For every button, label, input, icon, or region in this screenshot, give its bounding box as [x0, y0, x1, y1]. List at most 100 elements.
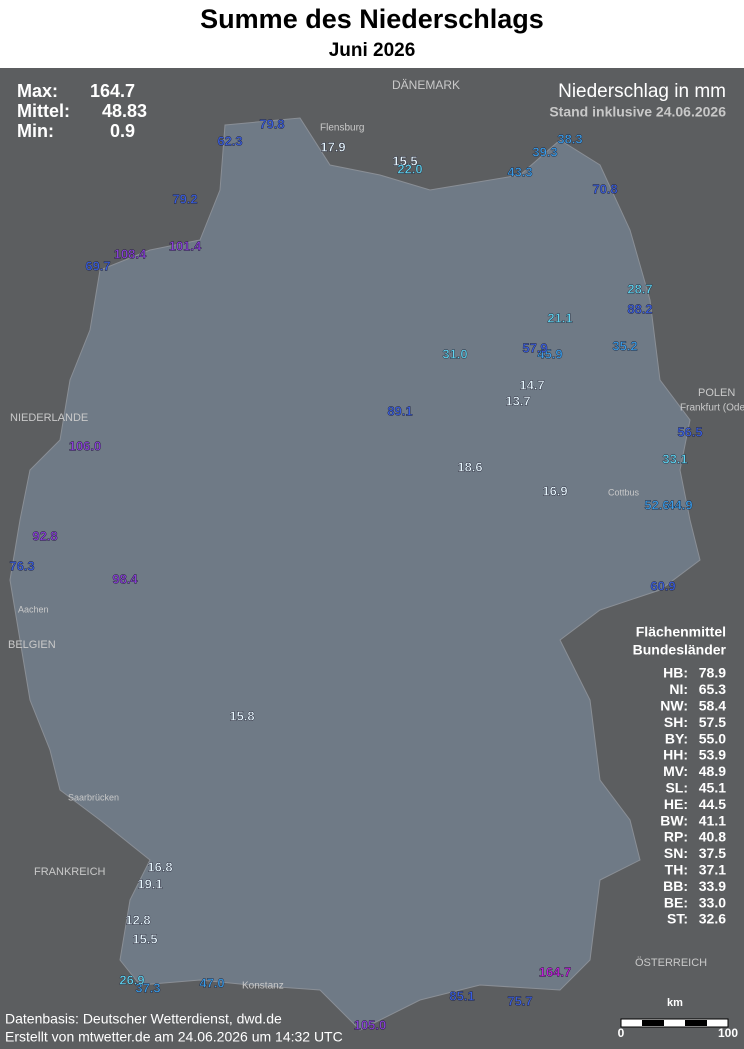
station-value: 52.6: [644, 497, 669, 512]
station-value: 16.9: [542, 483, 567, 498]
station-value: 22.0: [397, 161, 422, 176]
scale-bar-segment: [642, 1020, 664, 1026]
station-value: 89.1: [387, 403, 412, 418]
place-label: Frankfurt (Oder): [680, 403, 744, 414]
state-code: TH:: [665, 862, 688, 878]
station-value: 35.2: [612, 338, 637, 353]
station-value: 18.6: [457, 459, 482, 474]
place-label: Flensburg: [320, 123, 364, 134]
station-value: 15.5: [132, 931, 157, 946]
state-value: 45.1: [699, 780, 726, 796]
station-value: 37.3: [135, 980, 160, 995]
state-code: HH:: [663, 747, 688, 763]
map: Max: 164.7 Mittel: 48.83 Min: 0.9 Nieder…: [0, 68, 744, 1049]
station-value: 17.9: [320, 139, 345, 154]
station-value: 76.3: [9, 558, 34, 573]
state-value: 58.4: [699, 698, 726, 714]
stat-value: 48.83: [102, 101, 147, 121]
created: Erstellt von mtwetter.de am 24.06.2026 u…: [5, 1029, 343, 1045]
scale-unit: km: [667, 997, 683, 1009]
place-label: BELGIEN: [8, 639, 56, 651]
station-value: 26.9: [119, 972, 144, 987]
place-label: Saarbrücken: [68, 792, 119, 802]
scale-bar-frame: [620, 1018, 729, 1028]
state-value: 53.9: [699, 747, 726, 763]
stat-label: Min:: [17, 121, 54, 141]
station-value: 56.5: [677, 424, 702, 439]
state-code: BE:: [664, 894, 688, 910]
state-value: 40.8: [699, 829, 726, 845]
stat-label: Max:: [17, 81, 58, 101]
state-code: BY:: [665, 730, 688, 746]
station-value: 39.3: [532, 144, 557, 159]
station-value: 44.9: [667, 497, 692, 512]
scale-start: 0: [618, 1026, 625, 1040]
place-label: Cottbus: [608, 487, 640, 497]
stat-value: 0.9: [110, 121, 135, 141]
place-label: FRANKREICH: [34, 866, 106, 878]
state-value: 57.5: [699, 714, 726, 730]
station-value: 19.1: [137, 876, 162, 891]
state-value: 65.3: [699, 681, 726, 697]
legend-title: Niederschlag in mm: [558, 81, 726, 102]
place-label: NIEDERLANDE: [10, 412, 88, 424]
station-value: 70.8: [592, 181, 617, 196]
state-code: SL:: [665, 780, 688, 796]
stations: 79.862.3 17.915.522.079.238.339.370.8108.…: [9, 116, 703, 1032]
state-value: 37.1: [699, 862, 726, 878]
station-value: 31.0: [442, 346, 467, 361]
state-value: 37.5: [699, 845, 726, 861]
state-code: SN:: [664, 845, 688, 861]
stat-label: Mittel:: [17, 101, 70, 121]
station-value: 45.9: [537, 346, 562, 361]
place-label: ÖSTERREICH: [635, 957, 707, 969]
station-value: 21.1: [547, 310, 572, 325]
station-value: 33.1: [662, 451, 687, 466]
station-value: 79.8: [259, 116, 284, 131]
state-code: BW:: [660, 812, 688, 828]
place-label: Konstanz: [242, 981, 284, 992]
station-value: 79.2: [172, 191, 197, 206]
scale-end: 100: [718, 1026, 738, 1040]
state-code: HE:: [664, 796, 688, 812]
station-value: 108.4: [114, 246, 147, 261]
station-value: 60.9: [650, 578, 675, 593]
state-value: 41.1: [699, 812, 726, 828]
state-code: NI:: [669, 681, 688, 697]
station-value: 164.7: [539, 964, 572, 979]
state-value: 32.6: [699, 911, 726, 927]
state-code: RP:: [664, 829, 688, 845]
station-value: 85.1: [449, 988, 474, 1003]
subtitle: Juni 2026: [328, 40, 416, 61]
state-value: 33.0: [699, 894, 726, 910]
station-value: 105.0: [354, 1017, 387, 1032]
state-code: NW:: [660, 698, 688, 714]
station-value: 101.4: [169, 238, 202, 253]
scale-bar: [620, 1018, 729, 1028]
state-code: BB:: [663, 878, 688, 894]
station-value: 57.9: [522, 340, 547, 355]
station-value: 38.3: [557, 131, 582, 146]
station-value: 13.7: [505, 393, 530, 408]
state-means: HB: 78.9 NI: 65.3 NW: 58.4 SH: 57.5 BY: 55.0 HH: 53…: [660, 665, 726, 927]
station-value: 62.3: [217, 133, 242, 148]
scale-bar-segment: [685, 1020, 707, 1026]
state-value: 78.9: [699, 665, 726, 681]
place-label: Aachen: [18, 604, 49, 614]
state-code: HB:: [663, 665, 688, 681]
station-value: 106.0: [69, 438, 102, 453]
station-value: 12.8: [125, 912, 150, 927]
legend-note: Stand inklusive 24.06.2026: [549, 104, 726, 120]
state-value: 55.0: [699, 730, 726, 746]
station-value: 15.8: [229, 708, 254, 723]
station-value: 15.5: [392, 153, 417, 168]
station-value: 28.7: [627, 281, 652, 296]
station-value: 88.2: [627, 301, 652, 316]
place-label: DÄNEMARK: [392, 78, 460, 92]
title: Summe des Niederschlags: [200, 4, 544, 34]
places: DÄNEMARK NIEDERLANDE POLEN Frankfurt (Oder)…: [8, 78, 744, 991]
station-value: 14.7: [519, 377, 544, 392]
station-value: 43.3: [507, 164, 532, 179]
station-value: 47.0: [199, 975, 224, 990]
